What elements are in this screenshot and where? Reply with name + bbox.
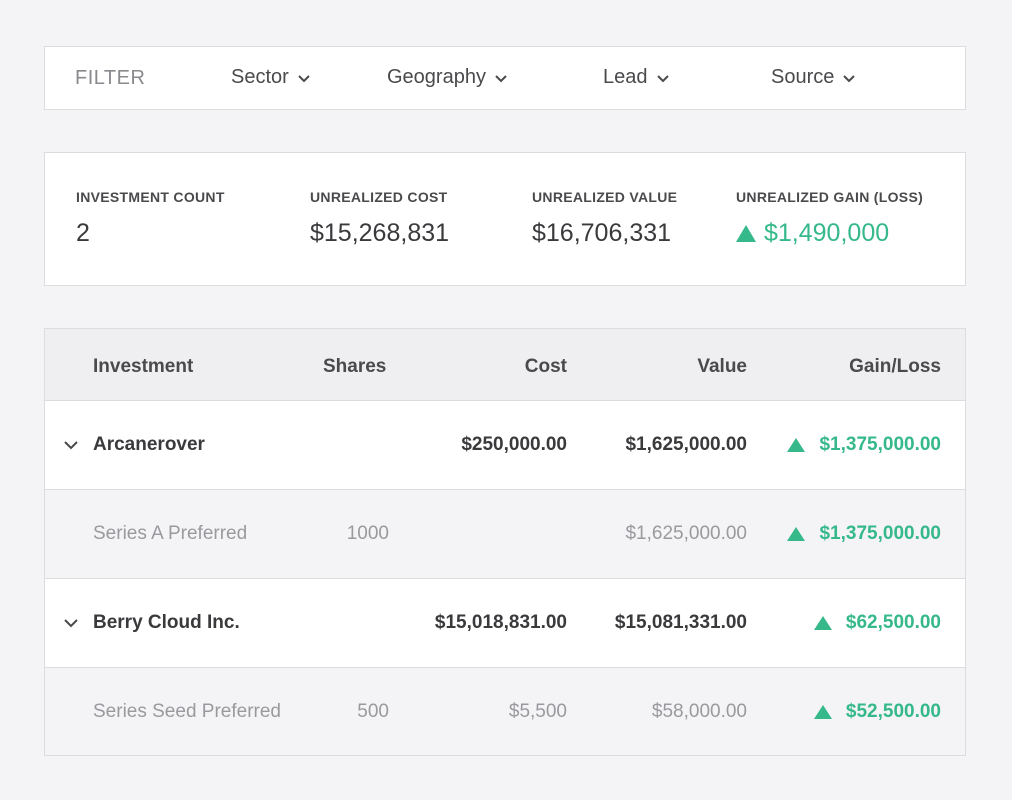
investment-count-value: 2 [76, 219, 90, 247]
lead-dropdown[interactable]: Lead [603, 66, 670, 89]
unrealized-cost-label: UNREALIZED COST [310, 189, 448, 205]
lead-dropdown-label: Lead [603, 66, 648, 88]
source-dropdown[interactable]: Source [771, 66, 856, 89]
chevron-down-icon [842, 73, 856, 83]
gain-cell: $52,500.00 [813, 701, 941, 723]
triangle-up-icon [787, 527, 806, 541]
shares-cell: 500 [357, 701, 389, 722]
cost-cell: $15,018,831.00 [434, 612, 567, 633]
gain-cell: $1,375,000.00 [787, 434, 941, 456]
investment-count-stat: INVESTMENT COUNT 2 [76, 189, 225, 248]
triangle-up-icon [787, 438, 806, 452]
sector-dropdown[interactable]: Sector [231, 66, 311, 89]
header-cost[interactable]: Cost [524, 356, 567, 377]
source-dropdown-label: Source [771, 66, 835, 88]
chevron-down-icon [297, 73, 311, 83]
geography-dropdown-label: Geography [387, 66, 486, 88]
cost-cell: $5,500 [508, 701, 567, 722]
summary-panel: INVESTMENT COUNT 2 UNREALIZED COST $15,2… [44, 152, 966, 286]
triangle-up-icon [813, 705, 832, 719]
investment-name: Series Seed Preferred [93, 701, 281, 722]
unrealized-gain-display: $1,490,000 [736, 219, 923, 248]
filter-bar: FILTER Sector Geography Lead Source [44, 46, 966, 110]
unrealized-value-value: $16,706,331 [532, 219, 672, 247]
filter-label: FILTER [75, 67, 146, 89]
unrealized-cost-value: $15,268,831 [310, 219, 450, 247]
investment-name: Arcanerover [93, 434, 205, 455]
table-row[interactable]: Arcanerover $250,000.00 $1,625,000.00 $1… [45, 401, 965, 490]
chevron-down-icon [656, 73, 670, 83]
sector-dropdown-label: Sector [231, 66, 289, 88]
cost-cell: $250,000.00 [461, 434, 567, 455]
gain-value: $62,500.00 [845, 612, 941, 633]
value-cell: $1,625,000.00 [625, 523, 747, 544]
gain-cell: $62,500.00 [813, 612, 941, 634]
investments-table: Investment Shares Cost Value Gain/Loss A… [44, 328, 966, 756]
gain-value: $1,375,000.00 [819, 434, 941, 455]
unrealized-gain-stat: UNREALIZED GAIN (LOSS) $1,490,000 [736, 189, 923, 248]
chevron-down-icon[interactable] [63, 617, 79, 629]
triangle-up-icon [813, 616, 832, 630]
unrealized-value-stat: UNREALIZED VALUE $16,706,331 [532, 189, 677, 248]
gain-value: $1,375,000.00 [819, 523, 941, 544]
gain-cell: $1,375,000.00 [787, 523, 941, 545]
shares-cell: 1000 [346, 523, 389, 544]
chevron-down-icon [494, 73, 508, 83]
triangle-up-icon [736, 225, 756, 242]
unrealized-gain-value: $1,490,000 [764, 219, 890, 247]
gain-value: $52,500.00 [845, 701, 941, 722]
header-investment[interactable]: Investment [93, 356, 194, 377]
chevron-down-icon[interactable] [63, 439, 79, 451]
unrealized-value-label: UNREALIZED VALUE [532, 189, 678, 205]
table-row[interactable]: Series Seed Preferred 500 $5,500 $58,000… [45, 668, 965, 755]
header-shares[interactable]: Shares [323, 356, 387, 377]
geography-dropdown[interactable]: Geography [387, 66, 508, 89]
header-value[interactable]: Value [697, 356, 747, 377]
unrealized-gain-label: UNREALIZED GAIN (LOSS) [736, 189, 924, 205]
value-cell: $1,625,000.00 [625, 434, 747, 455]
unrealized-cost-stat: UNREALIZED COST $15,268,831 [310, 189, 449, 248]
value-cell: $58,000.00 [651, 701, 747, 722]
table-header: Investment Shares Cost Value Gain/Loss [45, 329, 965, 401]
investment-name: Series A Preferred [93, 523, 248, 544]
table-row[interactable]: Berry Cloud Inc. $15,018,831.00 $15,081,… [45, 579, 965, 668]
investment-name: Berry Cloud Inc. [93, 612, 240, 633]
table-row[interactable]: Series A Preferred 1000 $1,625,000.00 $1… [45, 490, 965, 579]
investment-count-label: INVESTMENT COUNT [76, 189, 225, 205]
header-gain-loss[interactable]: Gain/Loss [849, 356, 941, 377]
value-cell: $15,081,331.00 [614, 612, 747, 633]
